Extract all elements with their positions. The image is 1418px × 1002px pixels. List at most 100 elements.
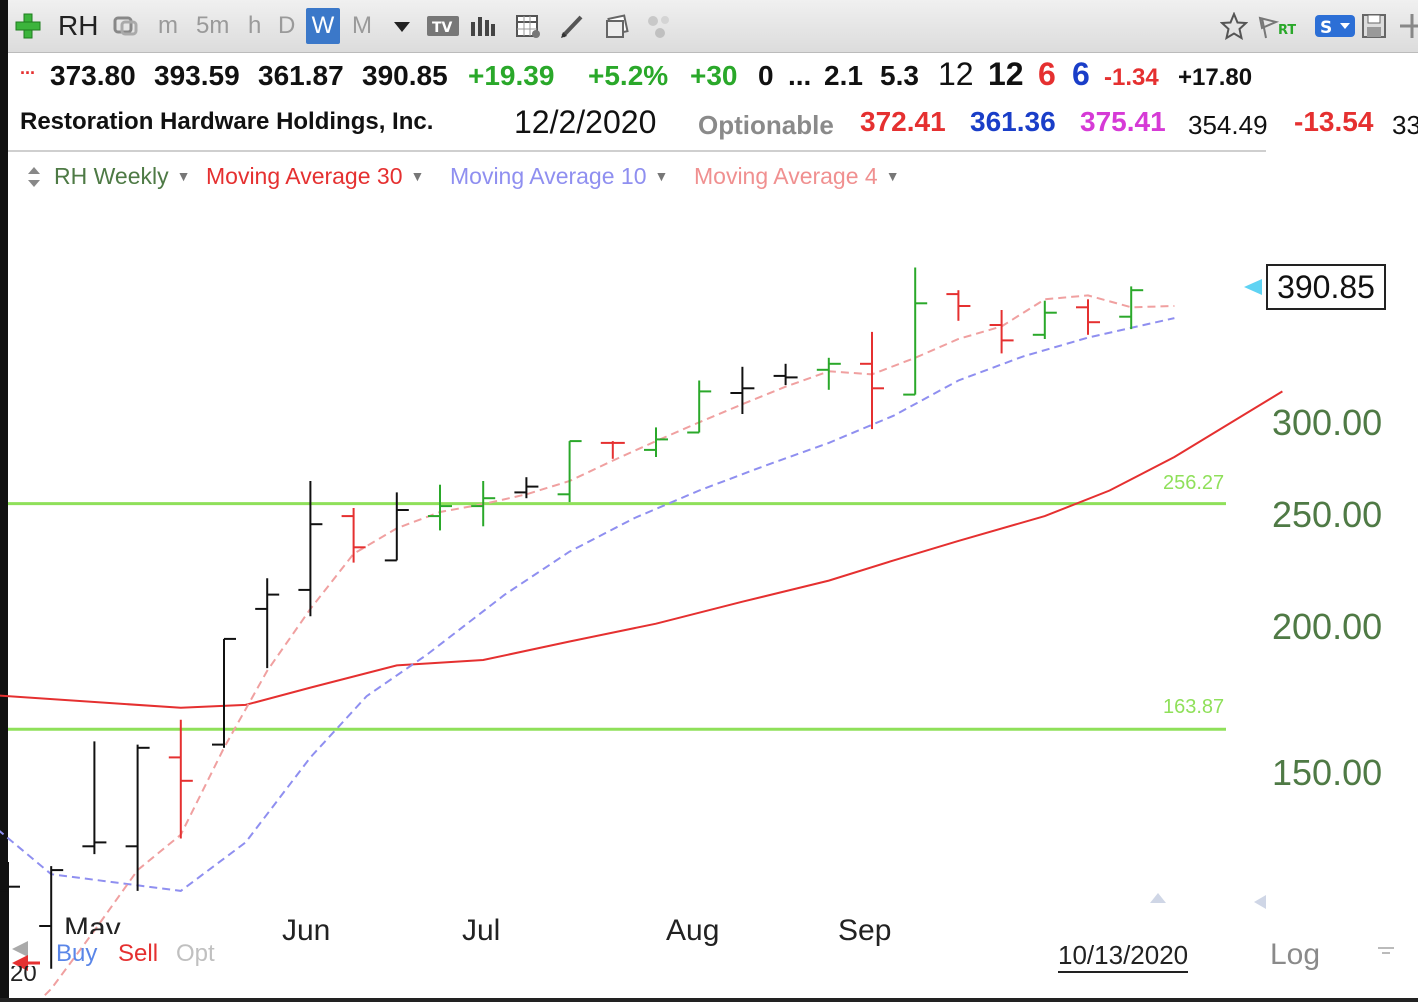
quote-prefix: ...	[20, 58, 36, 78]
header-divider	[8, 150, 1266, 152]
ohlc-bar	[687, 380, 712, 434]
ohlc-bar	[384, 492, 409, 562]
quote-v6: 12	[988, 56, 1024, 92]
quote-v4: 5.3	[880, 60, 919, 91]
scroll-up-arrow-icon[interactable]	[1150, 893, 1166, 903]
cursor-date-label: 10/13/2020	[1058, 940, 1189, 973]
menu-lines-icon[interactable]	[1378, 947, 1394, 954]
legend-ma30[interactable]: Moving Average 30 ▼	[206, 163, 424, 190]
scroll-left-arrow-icon[interactable]	[1254, 895, 1266, 909]
window-frame-bottom	[0, 998, 1418, 1002]
buy-button[interactable]: Buy	[56, 940, 98, 967]
legend-ma10-label: Moving Average 10	[450, 163, 647, 189]
chart-toolbar: RH m 5m h D W M TV	[8, 0, 1418, 53]
legend-series-weekly[interactable]: RH Weekly ▼	[54, 163, 190, 190]
layers-icon[interactable]	[604, 12, 632, 40]
ohlc-bar	[1076, 299, 1100, 335]
info-p3: 375.41	[1080, 106, 1166, 137]
quote-v7: 6	[1038, 56, 1056, 92]
ohlc-bar	[298, 481, 323, 617]
log-scale-toggle[interactable]: Log	[1270, 938, 1321, 971]
ma10-line	[0, 317, 1175, 892]
save-disk-icon[interactable]	[1360, 12, 1388, 40]
ohlc-bar	[1032, 300, 1057, 339]
ohlc-bar	[860, 331, 884, 430]
high-price: 393.59	[154, 60, 240, 91]
ohlc-bar	[428, 484, 452, 531]
ohlc-bar	[989, 310, 1014, 354]
hline-label-lower: 163.87	[1163, 696, 1225, 718]
ohlc-bar	[644, 427, 668, 457]
calendar-grid-icon[interactable]	[514, 12, 542, 40]
quote-v3: 2.1	[824, 60, 863, 91]
svg-text:S: S	[1320, 18, 1332, 38]
quote-ellipsis: ...	[788, 60, 812, 91]
ohlc-bar	[514, 477, 539, 499]
interval-m[interactable]: m	[158, 12, 178, 39]
sell-button[interactable]: Sell	[118, 940, 159, 967]
x-tick-aug: Aug	[666, 914, 720, 947]
ohlc-bar	[1119, 286, 1144, 330]
info-p6: 33	[1392, 110, 1418, 140]
ohlc-bar	[816, 357, 841, 390]
quote-v5: 12	[938, 56, 974, 92]
window-frame-left	[0, 0, 8, 1002]
quote-v10: +17.80	[1178, 64, 1253, 91]
pencil-draw-icon[interactable]	[558, 12, 586, 40]
y-tick-300: 300.00	[1272, 402, 1383, 443]
quote-date: 12/2/2020	[514, 104, 657, 140]
ohlc-bar	[341, 508, 366, 563]
ohlc-bar	[39, 866, 64, 969]
ohlc-bar	[730, 366, 755, 414]
ohlc-bar	[255, 578, 280, 669]
legend-ma10[interactable]: Moving Average 10 ▼	[450, 163, 668, 190]
link-chain-icon[interactable]	[112, 12, 140, 40]
info-p5: -13.54	[1294, 106, 1374, 137]
network-dots-icon[interactable]	[646, 12, 674, 40]
optionable-label: Optionable	[698, 110, 834, 140]
ohlc-bar	[471, 481, 496, 527]
chevron-down-icon: ▼	[885, 168, 900, 184]
star-icon[interactable]	[1220, 12, 1248, 40]
interval-mo[interactable]: M	[352, 12, 372, 39]
opt-button[interactable]: Opt	[176, 940, 215, 967]
interval-h[interactable]: h	[248, 12, 262, 39]
quote-v9: -1.34	[1104, 64, 1159, 91]
signal-dropdown-icon[interactable]: S	[1314, 12, 1356, 40]
svg-text:TV: TV	[432, 20, 453, 36]
bar-chart-icon[interactable]	[468, 12, 496, 40]
ohlc-bar	[212, 637, 236, 748]
y-tick-150: 150.00	[1272, 752, 1383, 793]
info-row: Restoration Hardware Holdings, Inc. 12/2…	[8, 102, 1418, 142]
interval-d[interactable]: D	[278, 12, 296, 39]
ohlc-bar	[600, 441, 625, 459]
chart-type-icon[interactable]: TV	[426, 12, 460, 40]
svg-text:RT: RT	[1278, 23, 1296, 38]
company-name: Restoration Hardware Holdings, Inc.	[20, 108, 434, 135]
move-crosshair-icon[interactable]	[1398, 12, 1418, 40]
chevron-down-icon[interactable]	[388, 12, 416, 40]
chevron-down-icon: ▼	[176, 168, 191, 184]
legend-drag-icon[interactable]	[26, 166, 42, 188]
x-tick-jul: Jul	[462, 914, 501, 947]
ohlc-bar	[773, 363, 798, 386]
y-tick-250: 250.00	[1272, 494, 1383, 535]
alert-flag-icon[interactable]: RT	[1256, 12, 1296, 40]
quote-row: ... 373.80 393.59 361.87 390.85 +19.39 +…	[8, 56, 1418, 96]
symbol-label[interactable]: RH	[58, 10, 99, 41]
chevron-down-icon: ▼	[410, 168, 425, 184]
add-plus-icon[interactable]	[14, 12, 42, 40]
ma30-line	[0, 390, 1283, 709]
legend-ma4[interactable]: Moving Average 4 ▼	[694, 163, 900, 190]
info-p2: 361.36	[970, 106, 1056, 137]
ohlc-bar	[946, 290, 971, 321]
interval-5m[interactable]: 5m	[196, 12, 230, 39]
ma4-line	[36, 294, 1175, 1002]
interval-w[interactable]: W	[306, 8, 340, 44]
legend-ma4-label: Moving Average 4	[694, 163, 878, 189]
last-price-marker	[1244, 279, 1262, 295]
low-price: 361.87	[258, 60, 344, 91]
buy-sell-arrows-icon[interactable]	[12, 941, 40, 971]
price-change-pct: +5.2%	[588, 60, 669, 91]
